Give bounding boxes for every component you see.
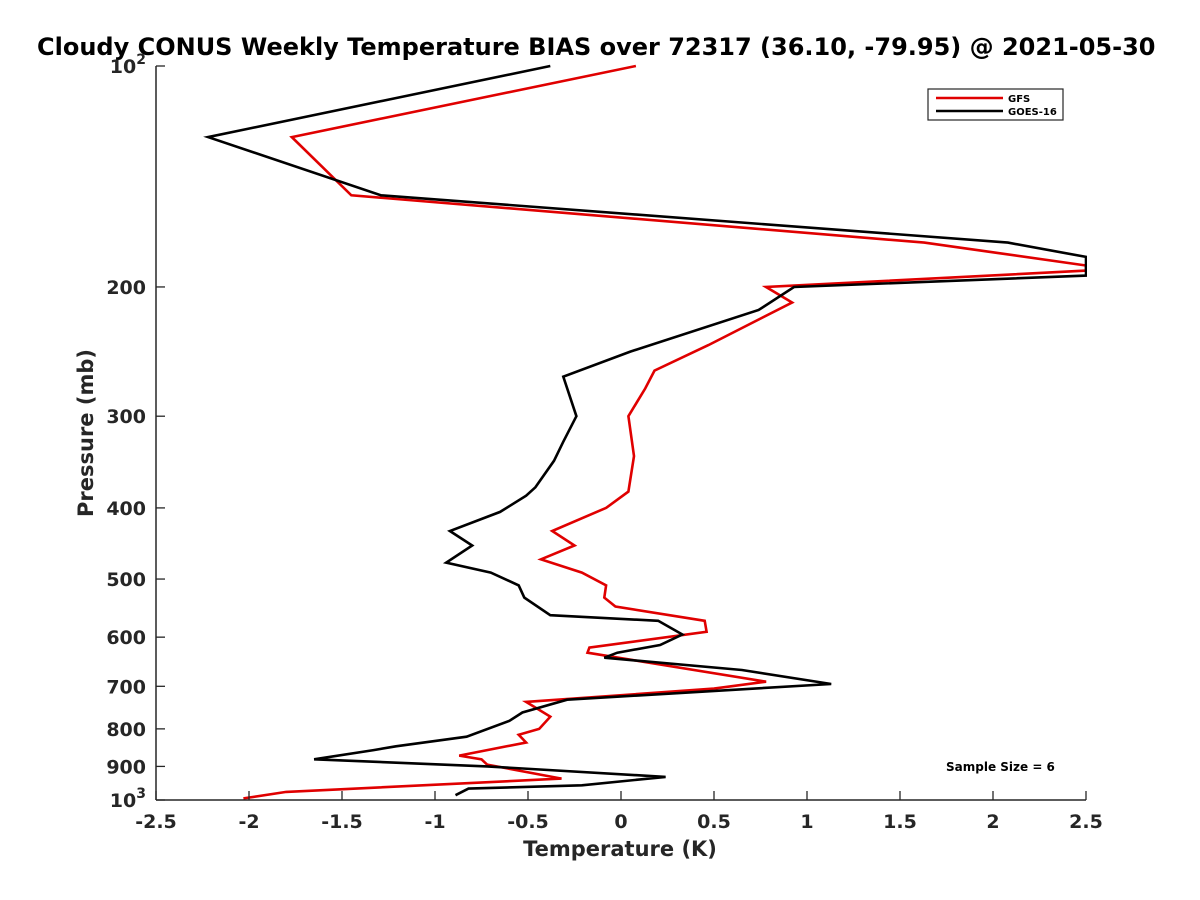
x-tick-label: 2.5 (1069, 811, 1103, 833)
x-tick-label: 1.5 (883, 811, 917, 833)
y-tick-label: 700 (106, 676, 146, 698)
x-tick-label: 1 (800, 811, 813, 833)
y-tick-label: 300 (106, 406, 146, 428)
plot-area: -2.5 -2 -1.5 -1 -0.5 0 0.5 1 1.5 2 2.5 102 200 300 400… (106, 52, 1103, 833)
legend: GFS GOES-16 (927, 88, 1064, 121)
y-tick-label: 102 (110, 52, 146, 78)
x-tick-label: 2 (986, 811, 999, 833)
x-tick-label: -2.5 (135, 811, 177, 833)
x-tick-label: -1.5 (321, 811, 363, 833)
y-tick-label: 103 (110, 786, 146, 812)
legend-box (927, 88, 1064, 121)
y-tick-label: 900 (106, 756, 146, 778)
x-axis-label: Temperature (K) (523, 837, 717, 861)
y-tick-label: 400 (106, 498, 146, 520)
chart-title: Cloudy CONUS Weekly Temperature BIAS ove… (37, 33, 1155, 61)
legend-label: GOES-16 (1008, 107, 1057, 118)
y-tick-label: 800 (106, 719, 146, 741)
x-tick-label: -0.5 (507, 811, 549, 833)
y-tick-label: 500 (106, 569, 146, 591)
x-tick-label: -1 (424, 811, 445, 833)
series-line-gfs (243, 64, 1087, 800)
x-tick-label: 0 (614, 811, 627, 833)
y-tick-label: 200 (106, 277, 146, 299)
x-tick-label: 0.5 (697, 811, 731, 833)
y-tick-label: 600 (106, 627, 146, 649)
series-line-goes-16 (203, 64, 1087, 797)
y-axis-label: Pressure (mb) (74, 349, 98, 517)
legend-label: GFS (1008, 94, 1030, 105)
sample-size-annotation: Sample Size = 6 (946, 760, 1055, 774)
x-tick-label: -2 (238, 811, 259, 833)
